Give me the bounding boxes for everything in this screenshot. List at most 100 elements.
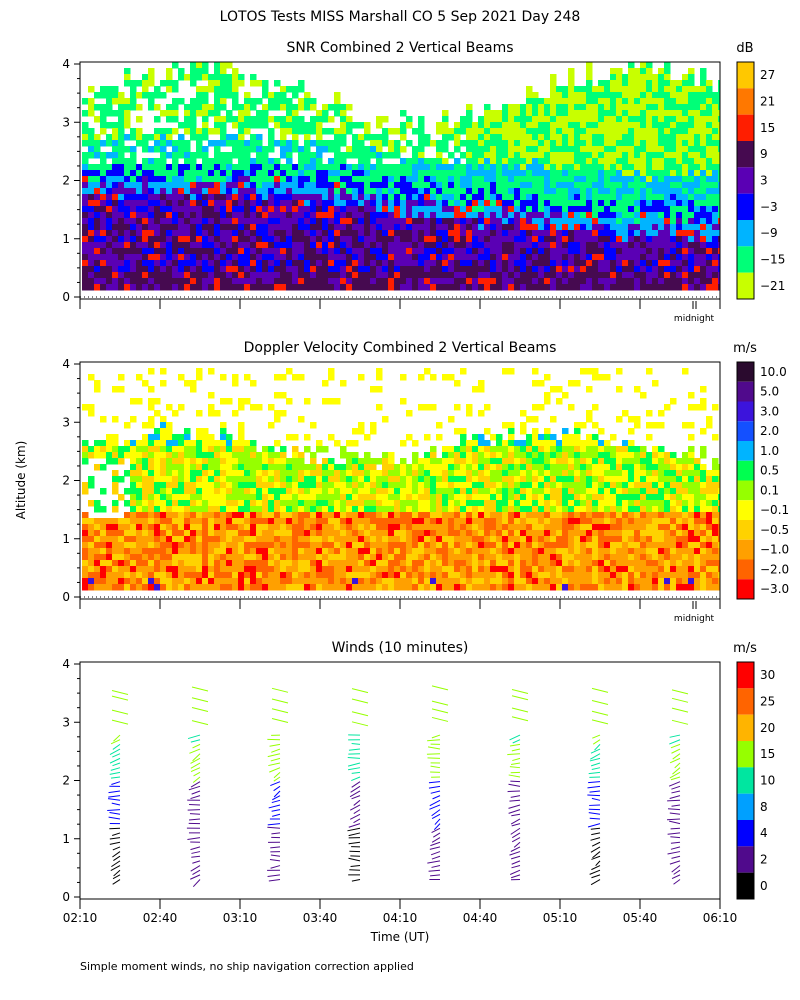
doppler-cell: [292, 554, 299, 561]
snr-cell: [280, 182, 287, 189]
snr-cell: [490, 152, 497, 159]
snr-cell: [556, 140, 563, 147]
snr-cell: [142, 218, 149, 225]
snr-cell: [508, 284, 515, 291]
snr-cell: [160, 188, 167, 195]
snr-cell: [226, 110, 233, 117]
snr-cell: [598, 98, 605, 105]
snr-cell: [682, 182, 689, 189]
snr-cell: [262, 248, 269, 255]
snr-cell: [490, 248, 497, 255]
snr-cell: [442, 200, 449, 207]
snr-cell: [550, 248, 557, 255]
snr-cell: [586, 104, 593, 111]
snr-cell: [88, 284, 95, 291]
snr-cell: [544, 206, 551, 213]
snr-cell: [640, 110, 647, 117]
snr-cell: [130, 146, 137, 153]
snr-cell: [712, 260, 719, 267]
snr-cell: [124, 236, 131, 243]
snr-cell: [628, 236, 635, 243]
snr-cell: [568, 200, 575, 207]
doppler-cell: [364, 506, 371, 513]
snr-cell: [466, 152, 473, 159]
snr-cell: [442, 224, 449, 231]
snr-cell: [190, 224, 197, 231]
doppler-cell: [256, 530, 263, 537]
snr-cell: [652, 152, 659, 159]
snr-cell: [250, 260, 257, 267]
snr-cell: [712, 188, 719, 195]
snr-cell: [568, 278, 575, 285]
snr-cell: [256, 134, 263, 141]
snr-cell: [214, 158, 221, 165]
snr-cell: [502, 242, 509, 249]
snr-cell: [268, 206, 275, 213]
snr-cell: [220, 218, 227, 225]
snr-cell: [484, 224, 491, 231]
snr-cell: [118, 164, 125, 171]
snr-cell: [532, 230, 539, 237]
snr-cell: [514, 224, 521, 231]
snr-cell: [298, 98, 305, 105]
doppler-cell: [178, 500, 185, 507]
doppler-cell: [400, 458, 407, 465]
snr-cell: [460, 140, 467, 147]
snr-cell: [562, 272, 569, 279]
snr-cell: [394, 200, 401, 207]
snr-cell: [604, 284, 611, 291]
snr-cell: [112, 230, 119, 237]
snr-cell: [514, 182, 521, 189]
snr-cell: [214, 284, 221, 291]
colorbar-swatch: [737, 114, 754, 141]
snr-cell: [274, 140, 281, 147]
snr-cell: [574, 200, 581, 207]
doppler-cell: [406, 470, 413, 477]
doppler-cell: [82, 446, 89, 453]
snr-cell: [598, 128, 605, 135]
snr-cell: [112, 170, 119, 177]
doppler-cell: [400, 440, 407, 447]
snr-cell: [220, 74, 227, 81]
snr-cell: [706, 98, 713, 105]
snr-cell: [472, 152, 479, 159]
doppler-cell: [190, 512, 197, 519]
snr-cell: [538, 128, 545, 135]
snr-cell: [178, 260, 185, 267]
snr-cell: [574, 272, 581, 279]
snr-cell: [334, 158, 341, 165]
snr-cell: [184, 212, 191, 219]
snr-cell: [256, 260, 263, 267]
snr-cell: [616, 248, 623, 255]
doppler-cell: [442, 530, 449, 537]
doppler-cell: [172, 584, 179, 591]
snr-cell: [424, 140, 431, 147]
doppler-cell: [346, 572, 353, 579]
snr-cell: [520, 110, 527, 117]
snr-cell: [226, 218, 233, 225]
doppler-cell: [112, 416, 119, 423]
snr-cell: [706, 122, 713, 129]
doppler-cell: [298, 464, 305, 471]
doppler-cell: [382, 536, 389, 543]
snr-cell: [136, 224, 143, 231]
doppler-cell: [148, 584, 155, 591]
snr-cell: [334, 200, 341, 207]
snr-cell: [376, 152, 383, 159]
snr-cell: [604, 152, 611, 159]
snr-cell: [304, 128, 311, 135]
snr-cell: [394, 242, 401, 249]
snr-cell: [568, 146, 575, 153]
snr-cell: [634, 92, 641, 99]
doppler-cell: [184, 380, 191, 387]
doppler-cell: [214, 548, 221, 555]
snr-cell: [118, 98, 125, 105]
doppler-cell: [340, 512, 347, 519]
doppler-cell: [430, 554, 437, 561]
snr-cell: [586, 212, 593, 219]
doppler-cell: [328, 536, 335, 543]
snr-cell: [244, 98, 251, 105]
snr-cell: [664, 152, 671, 159]
snr-cell: [118, 212, 125, 219]
snr-cell: [670, 134, 677, 141]
